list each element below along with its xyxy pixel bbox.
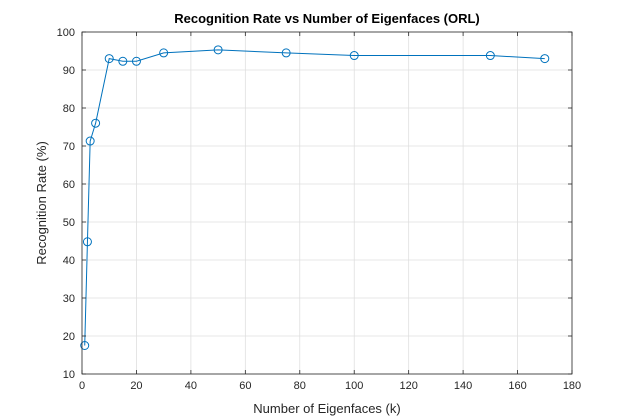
y-tick-label: 80 bbox=[63, 103, 75, 115]
x-tick-label: 60 bbox=[239, 380, 251, 392]
chart-title: Recognition Rate vs Number of Eigenfaces… bbox=[174, 11, 480, 26]
x-tick-label: 100 bbox=[345, 380, 363, 392]
data-point bbox=[349, 51, 359, 61]
data-point bbox=[104, 54, 114, 64]
data-point bbox=[540, 54, 550, 64]
data-point bbox=[85, 136, 95, 146]
ticks: 0 20 40 60 80 100 120 140 160 180 10 20 30 40 50 60 70 80… bbox=[57, 27, 582, 392]
series-group bbox=[80, 45, 550, 350]
y-tick-label: 70 bbox=[63, 141, 75, 153]
plot-frame bbox=[81, 31, 573, 375]
series-line bbox=[84, 49, 545, 346]
y-tick-label: 10 bbox=[63, 369, 75, 381]
data-point bbox=[91, 118, 101, 128]
x-tick-label: 160 bbox=[508, 380, 526, 392]
y-tick-label: 100 bbox=[57, 27, 75, 39]
x-tick-label: 40 bbox=[185, 380, 197, 392]
data-point bbox=[281, 48, 291, 58]
data-point bbox=[118, 56, 128, 66]
data-point bbox=[213, 45, 223, 55]
plot-background bbox=[82, 32, 572, 374]
x-tick-label: 140 bbox=[454, 380, 472, 392]
data-point bbox=[131, 56, 141, 66]
data-point bbox=[159, 48, 169, 58]
y-axis-label: Recognition Rate (%) bbox=[34, 141, 49, 265]
x-axis-label: Number of Eigenfaces (k) bbox=[253, 401, 400, 416]
data-point bbox=[80, 341, 90, 350]
data-point bbox=[485, 51, 495, 61]
y-tick-label: 90 bbox=[63, 65, 75, 77]
x-tick-label: 0 bbox=[79, 380, 85, 392]
x-tick-label: 20 bbox=[130, 380, 142, 392]
x-tick-label: 80 bbox=[294, 380, 306, 392]
y-tick-label: 30 bbox=[63, 293, 75, 305]
x-tick-label: 180 bbox=[563, 380, 581, 392]
x-tick-label: 120 bbox=[399, 380, 417, 392]
y-tick-label: 20 bbox=[63, 331, 75, 343]
y-tick-label: 40 bbox=[63, 255, 75, 267]
data-point bbox=[82, 237, 92, 247]
y-tick-label: 60 bbox=[63, 179, 75, 191]
y-tick-label: 50 bbox=[63, 217, 75, 229]
